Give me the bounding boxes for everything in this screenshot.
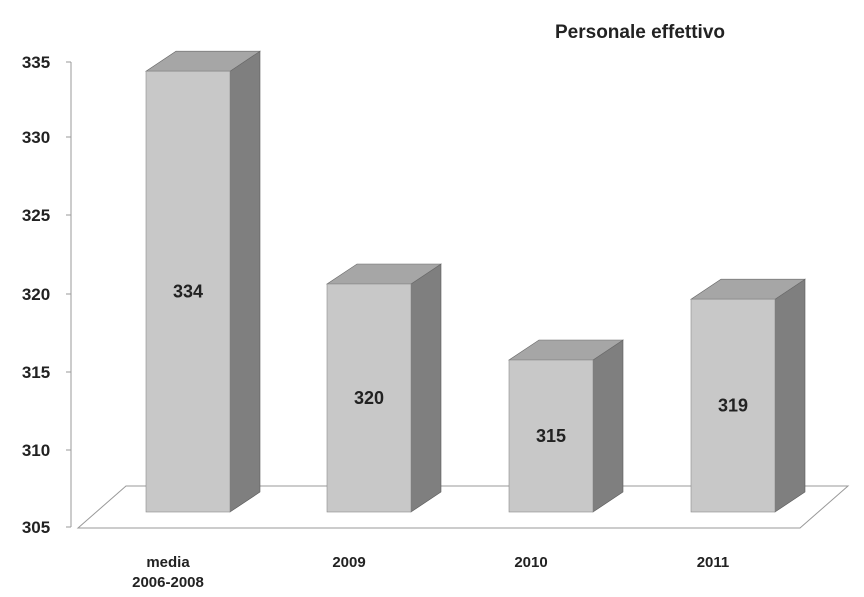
data-label: 334	[173, 282, 203, 302]
bar: 319	[690, 278, 806, 513]
bar-front	[508, 359, 594, 513]
y-axis: 305 310 315 320 325 330 335	[22, 53, 72, 537]
x-tick-label: media 2006-2008	[132, 554, 204, 591]
data-label: 315	[536, 426, 566, 446]
bar-side	[410, 263, 442, 513]
floor-plane	[76, 485, 850, 529]
y-tick-label: 315	[22, 363, 50, 382]
bar-front	[326, 283, 412, 513]
bar-side	[774, 278, 806, 513]
y-tick-label: 310	[22, 441, 50, 460]
y-tick-label: 305	[22, 518, 50, 537]
bars: 334 320 315 319	[145, 50, 806, 513]
y-tick-label: 330	[22, 128, 50, 147]
bar: 320	[326, 263, 442, 513]
bar: 315	[508, 339, 624, 513]
bar-front	[145, 70, 231, 513]
chart-floor	[76, 485, 850, 529]
x-tick-label: 2010	[514, 554, 547, 571]
y-tick-label: 335	[22, 53, 50, 72]
chart-title: Personale effettivo	[555, 22, 725, 43]
x-tick-label: 2009	[332, 554, 365, 571]
x-tick-label: 2011	[697, 554, 730, 571]
bar-side	[229, 50, 261, 513]
y-tick-label: 320	[22, 285, 50, 304]
bar-front	[690, 298, 776, 513]
bar: 334	[145, 50, 261, 513]
data-label: 320	[354, 388, 384, 408]
y-tick-label: 325	[22, 206, 50, 225]
x-axis-labels: media 2006-2008 2009 2010 2011	[132, 554, 729, 591]
data-label: 319	[718, 396, 748, 416]
bar-side	[592, 339, 624, 513]
